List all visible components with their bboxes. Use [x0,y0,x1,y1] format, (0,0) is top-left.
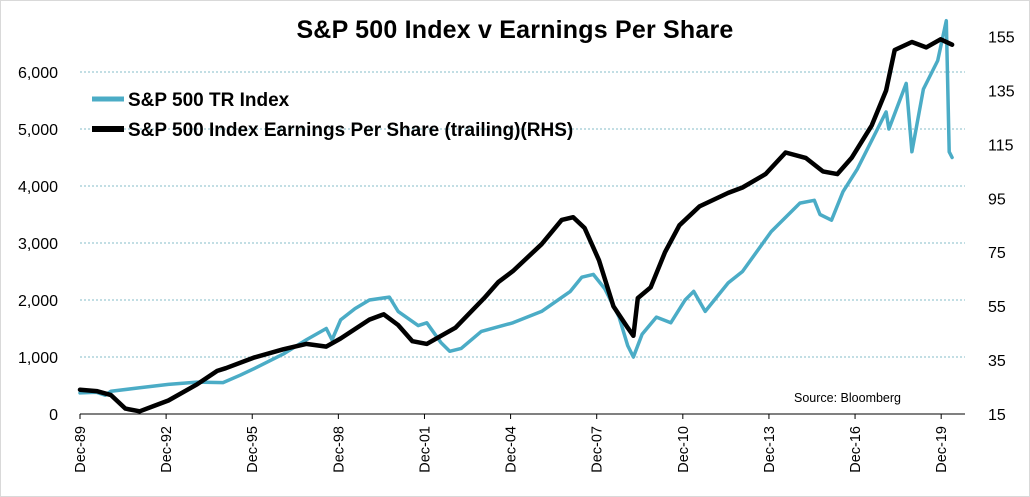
x-tick-label: Dec-95 [245,426,261,473]
x-tick-label: Dec-13 [762,426,778,473]
right-tick-label: 115 [988,137,1014,154]
x-tick-label: Dec-89 [73,426,89,473]
left-tick-label: 2,000 [18,293,58,310]
left-tick-label: 3,000 [18,236,58,253]
x-tick-label: Dec-01 [417,426,433,473]
source-note: Source: Bloomberg [794,391,901,405]
legend: S&P 500 TR Index S&P 500 Index Earnings P… [92,90,573,141]
right-tick-label: 95 [988,191,1006,208]
x-axis: Dec-89 Dec-92 Dec-95 Dec-98 Dec-01 Dec-04 Dec-… [73,413,965,473]
series-lines [77,18,955,414]
series-line-tr-index [78,18,954,397]
legend-label: S&P 500 TR Index [128,90,290,111]
x-tick-label: Dec-10 [676,426,692,473]
right-tick-label: 135 [988,83,1015,100]
gridlines [80,71,965,358]
left-tick-label: 1,000 [18,350,58,367]
left-tick-label: 4,000 [18,179,58,196]
left-tick-label: 6,000 [18,65,58,82]
x-tick-label: Dec-19 [934,426,950,473]
left-tick-label: 5,000 [18,122,58,139]
right-tick-label: 155 [988,30,1015,47]
x-tick-label: Dec-07 [590,426,606,473]
x-tick-label: Dec-92 [159,426,175,473]
legend-label: S&P 500 Index Earnings Per Share (traili… [128,120,573,141]
x-tick-label: Dec-98 [331,426,347,473]
right-axis-ticks: 15 35 55 75 95 115 135 155 [988,30,1015,424]
series-line-eps [77,37,955,414]
right-tick-label: 75 [988,245,1006,262]
chart-title: S&P 500 Index v Earnings Per Share [296,16,734,44]
right-tick-label: 15 [988,407,1006,424]
left-tick-label: 0 [49,407,58,424]
x-tick-label: Dec-04 [504,426,520,473]
right-tick-label: 35 [988,353,1006,370]
right-tick-label: 55 [988,299,1006,316]
left-axis-ticks: 0 1,000 2,000 3,000 4,000 5,000 6,000 [18,65,58,424]
x-tick-label: Dec-16 [848,426,864,473]
